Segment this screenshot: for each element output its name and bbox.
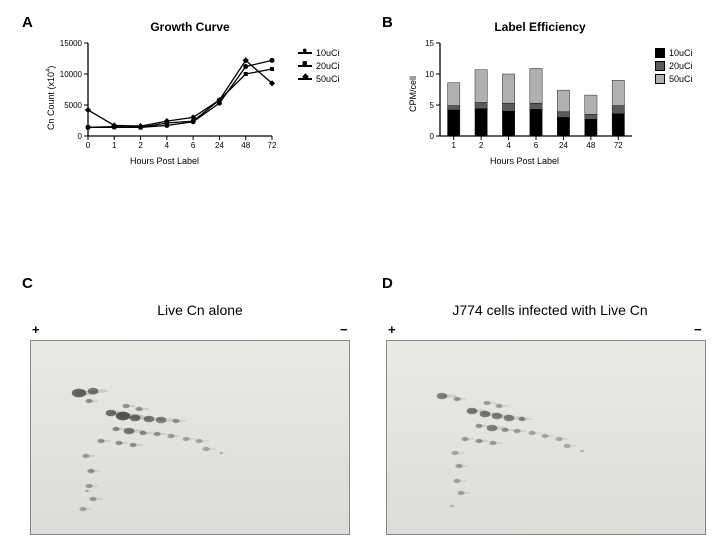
gel-d-minus: − (694, 322, 702, 337)
gel-c-image (30, 340, 350, 535)
svg-text:0: 0 (430, 132, 435, 141)
gel-c-title: Live Cn alone (90, 302, 310, 318)
svg-text:10: 10 (425, 70, 434, 79)
svg-text:15000: 15000 (60, 39, 83, 48)
svg-text:1: 1 (451, 141, 456, 150)
svg-text:48: 48 (241, 141, 250, 150)
gel-d-plus: + (388, 322, 396, 337)
svg-text:2: 2 (138, 141, 143, 150)
growth-curve-y-title: Cn Count (x104) (46, 66, 56, 130)
growth-legend-50uCi: ◆50uCi (298, 74, 340, 84)
panel-c-label: C (22, 275, 33, 292)
gel-c-plus: + (32, 322, 40, 337)
svg-text:15: 15 (425, 39, 434, 48)
eff-legend-50uCi: 50uCi (655, 74, 693, 84)
gel-d-title: J774 cells infected with Live Cn (410, 302, 690, 318)
growth-legend-20uCi: ■20uCi (298, 61, 340, 71)
svg-text:6: 6 (191, 141, 196, 150)
svg-text:72: 72 (268, 141, 277, 150)
svg-text:6: 6 (534, 141, 539, 150)
gel-c-minus: − (340, 322, 348, 337)
y-title-part2: ) (46, 66, 56, 69)
y-title-sup: 4 (46, 69, 52, 72)
label-efficiency-y-title: CPM/cell (408, 76, 418, 112)
svg-text:4: 4 (165, 141, 170, 150)
y-title-part1: Cn Count (x10 (46, 72, 56, 130)
svg-text:2: 2 (479, 141, 484, 150)
panel-a-label: A (22, 14, 33, 31)
svg-text:24: 24 (215, 141, 224, 150)
svg-text:1: 1 (112, 141, 117, 150)
svg-text:24: 24 (559, 141, 568, 150)
growth-curve-title: Growth Curve (130, 20, 250, 34)
svg-text:5: 5 (430, 101, 435, 110)
gel-d-image (386, 340, 706, 535)
label-efficiency-chart: 0510151246244872 (410, 35, 640, 160)
label-efficiency-title: Label Efficiency (470, 20, 610, 34)
svg-text:4: 4 (506, 141, 511, 150)
label-efficiency-x-title: Hours Post Label (490, 156, 559, 166)
svg-text:72: 72 (614, 141, 623, 150)
growth-curve-chart: 05000100001500001246244872 (50, 35, 280, 160)
svg-text:5000: 5000 (64, 101, 82, 110)
eff-legend-10uCi: 10uCi (655, 48, 693, 58)
svg-text:0: 0 (86, 141, 91, 150)
svg-text:10000: 10000 (60, 70, 83, 79)
svg-text:48: 48 (586, 141, 595, 150)
panel-d-label: D (382, 275, 393, 292)
growth-curve-x-title: Hours Post Label (130, 156, 199, 166)
svg-text:0: 0 (78, 132, 83, 141)
growth-legend-10uCi: ●10uCi (298, 48, 340, 58)
panel-b-label: B (382, 14, 393, 31)
eff-legend-20uCi: 20uCi (655, 61, 693, 71)
